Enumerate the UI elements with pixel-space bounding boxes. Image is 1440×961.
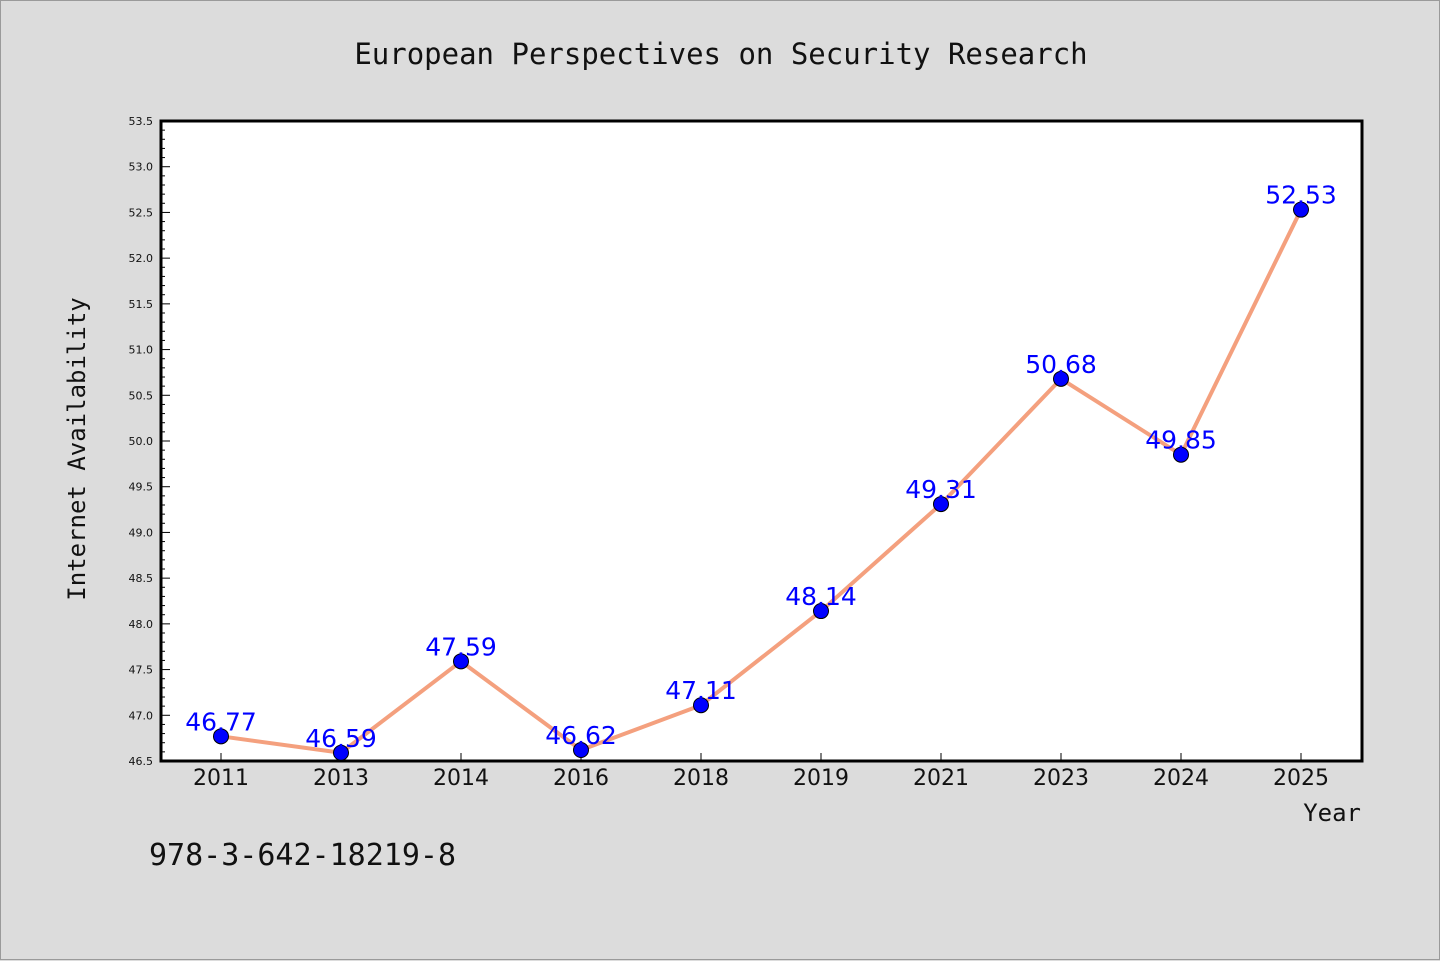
data-points <box>213 201 1309 761</box>
y-tick-label: 48.5 <box>129 572 154 585</box>
data-point <box>1293 201 1309 218</box>
data-label: 50.68 <box>1025 350 1097 379</box>
data-point <box>453 653 469 670</box>
y-tick-label: 53.5 <box>129 115 154 128</box>
data-label: 49.31 <box>905 475 977 504</box>
x-tick-label: 2016 <box>553 766 609 791</box>
x-tick-label: 2011 <box>193 766 249 791</box>
x-tick-label: 2014 <box>433 766 489 791</box>
series-line <box>220 208 1303 755</box>
y-tick-label: 50.0 <box>129 435 154 448</box>
series-polyline <box>220 208 1303 755</box>
x-tick-label: 2025 <box>1273 766 1329 791</box>
data-point <box>573 742 589 759</box>
y-axis-label: Internet Availability <box>63 297 91 600</box>
data-label: 47.11 <box>665 676 737 705</box>
y-tick-label: 51.0 <box>129 344 154 357</box>
data-point <box>1173 446 1189 463</box>
y-tick-label: 50.5 <box>129 389 154 402</box>
x-axis: 2011 2013 2014 2016 2018 2019 2021 2023 2024 2025 <box>193 753 1329 791</box>
data-label: 46.77 <box>185 707 257 736</box>
x-tick-label: 2021 <box>913 766 969 791</box>
y-tick-label: 47.5 <box>129 664 154 677</box>
data-labels: 46.77 46.59 47.59 46.62 47.11 48.14 49.31 50.68… <box>185 181 1337 753</box>
y-axis: 46.5 47.0 47.5 48.0 48.5 49.0 49.5 50.0 50.5 51.0… <box>129 115 170 768</box>
data-label: 52.53 <box>1265 181 1337 210</box>
y-tick-label: 53.0 <box>129 161 154 174</box>
y-tick-label: 52.0 <box>129 252 154 265</box>
y-tick-label: 52.5 <box>129 206 154 219</box>
y-tick-label: 47.0 <box>129 709 154 722</box>
data-point <box>813 603 829 620</box>
data-point <box>333 744 349 761</box>
y-tick-label: 48.0 <box>129 618 154 631</box>
data-label: 46.62 <box>545 721 617 750</box>
x-tick-label: 2023 <box>1033 766 1089 791</box>
y-tick-label: 49.5 <box>129 481 154 494</box>
data-label: 48.14 <box>785 582 857 611</box>
x-tick-label: 2013 <box>313 766 369 791</box>
data-point <box>693 697 709 714</box>
y-tick-label: 49.0 <box>129 526 154 539</box>
chart-title: European Perspectives on Security Resear… <box>354 37 1087 71</box>
data-label: 49.85 <box>1145 426 1217 455</box>
x-tick-label: 2024 <box>1153 766 1209 791</box>
x-tick-label: 2018 <box>673 766 729 791</box>
footnote-isbn: 978-3-642-18219-8 <box>149 838 456 873</box>
y-tick-label: 51.5 <box>129 298 154 311</box>
data-label: 47.59 <box>425 632 497 661</box>
y-tick-label: 46.5 <box>129 755 154 768</box>
data-point <box>1053 370 1069 387</box>
data-point <box>213 728 229 745</box>
x-axis-label: Year <box>1303 799 1361 827</box>
x-tick-label: 2019 <box>793 766 849 791</box>
data-label: 46.59 <box>305 724 377 753</box>
data-point <box>933 496 949 513</box>
